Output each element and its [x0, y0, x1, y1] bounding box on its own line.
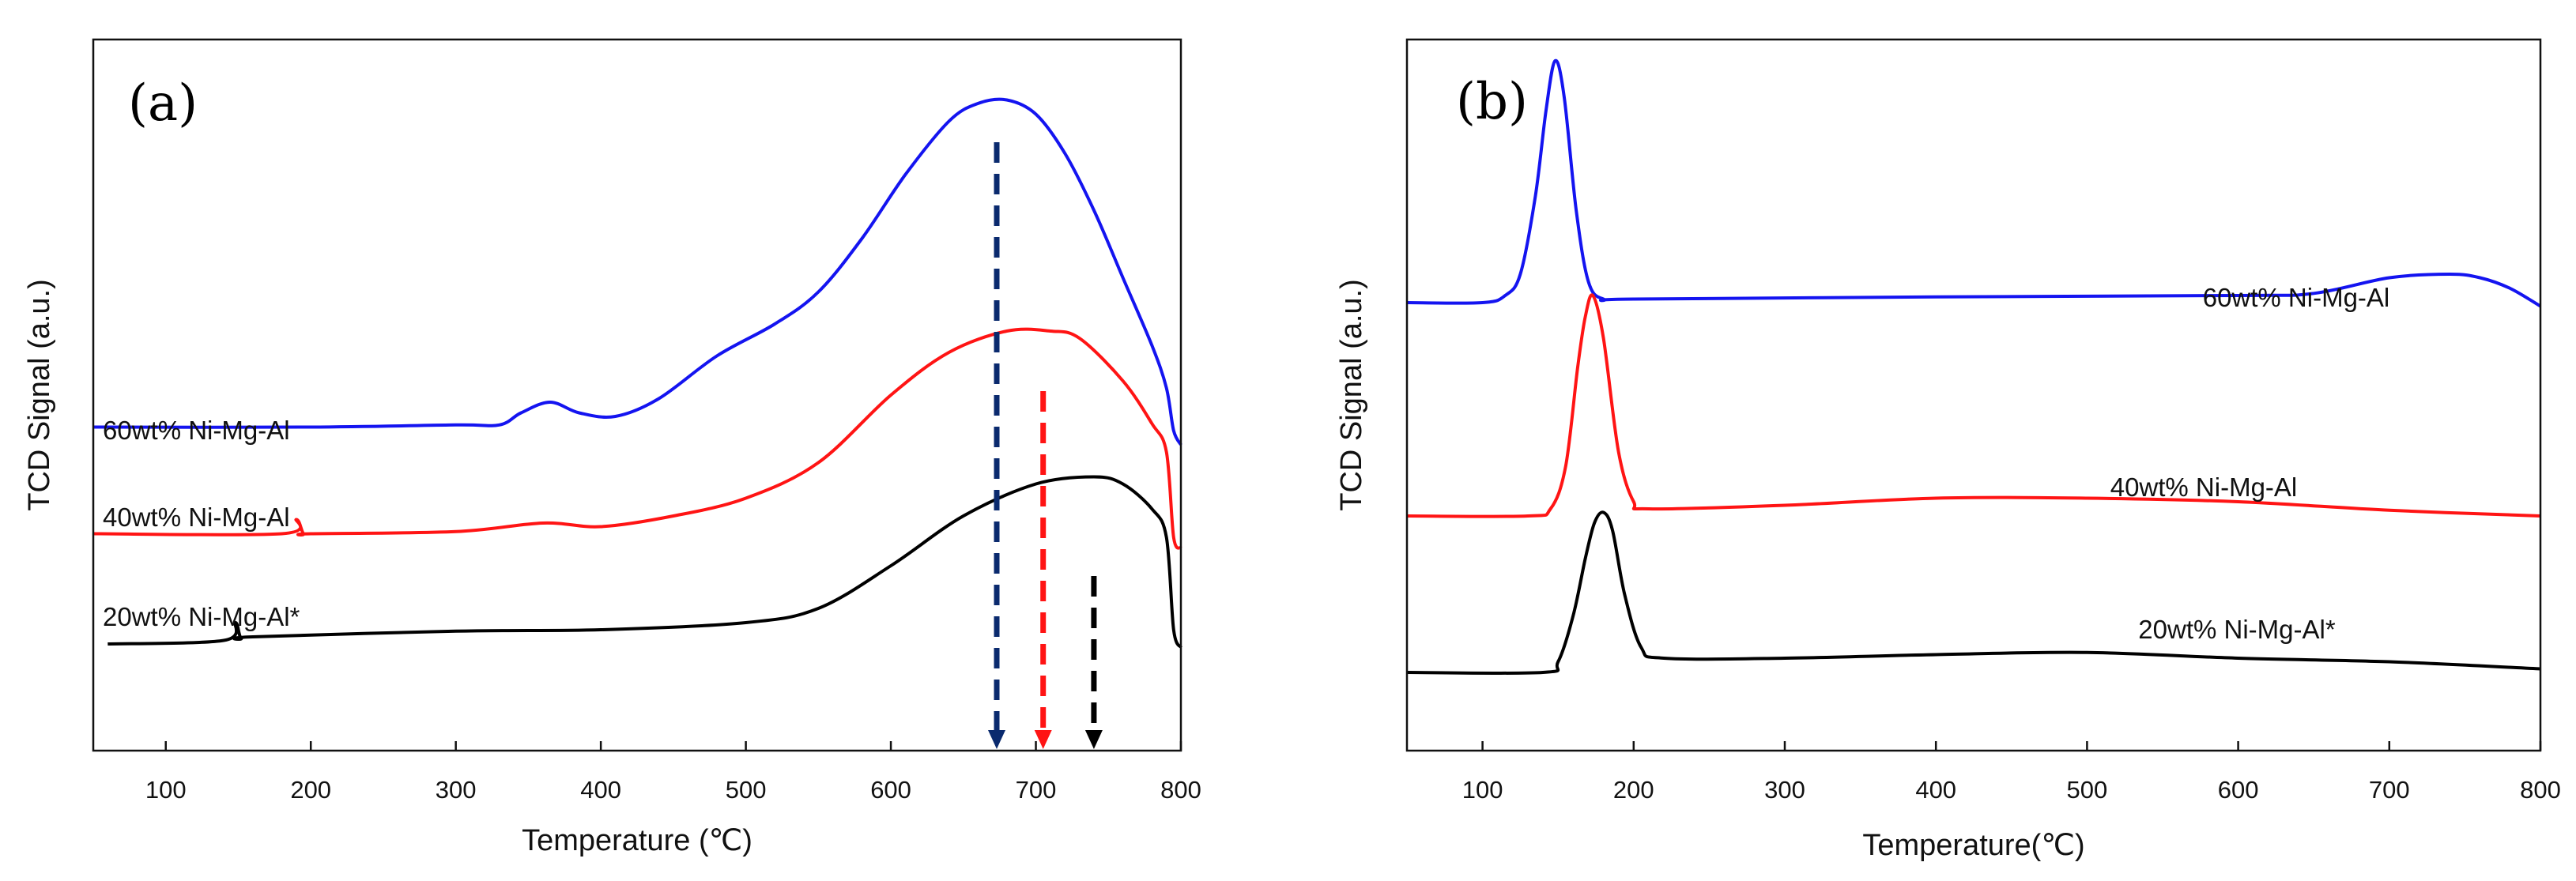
series-line-a-1 [92, 327, 1182, 550]
series-line-b-0 [1406, 58, 2542, 308]
x-tick-label-b-100: 100 [1462, 776, 1503, 804]
x-tick-label-b-700: 700 [2369, 776, 2410, 804]
x-axis-label-a: Temperature (℃) [522, 824, 752, 857]
x-tick-label-b-400: 400 [1915, 776, 1956, 804]
x-tick-label-b-500: 500 [2067, 776, 2108, 804]
dashed-arrow-head-a-0 [987, 730, 1005, 749]
x-tick-label-a-700: 700 [1016, 776, 1057, 804]
dashed-arrow-head-a-2 [1084, 730, 1103, 749]
x-tick-label-a-400: 400 [580, 776, 621, 804]
series-line-a-0 [92, 97, 1182, 446]
x-tick-label-a-100: 100 [145, 776, 187, 804]
series-group-a [92, 97, 1182, 649]
x-tick-label-a-600: 600 [870, 776, 911, 804]
x-tick-label-a-500: 500 [726, 776, 767, 804]
x-tick-label-a-300: 300 [436, 776, 477, 804]
x-tick-label-b-300: 300 [1764, 776, 1805, 804]
series-label-b-40: 40wt% Ni-Mg-Al [2110, 473, 2298, 502]
panel-label-a: (a) [128, 74, 198, 133]
x-axis-label-b: Temperature(℃) [1862, 829, 2084, 862]
y-axis-label-b: TCD Signal (a.u.) [1335, 279, 1368, 511]
series-group-b [1406, 58, 2542, 676]
x-tick-label-a-200: 200 [290, 776, 331, 804]
plot-frame-a [92, 38, 1182, 752]
plot-frame-b [1405, 38, 2542, 752]
series-line-b-1 [1406, 293, 2541, 518]
series-label-a-20: 20wt% Ni-Mg-Al* [103, 602, 300, 631]
panel-label-b: (b) [1456, 73, 1528, 131]
series-line-a-2 [107, 475, 1182, 649]
x-tick-label-b-200: 200 [1613, 776, 1654, 804]
x-tick-label-b-800: 800 [2520, 776, 2561, 804]
series-line-b-2 [1406, 510, 2541, 676]
chart-a: (a) 100 200 300 400 500 600 700 800 Temperature… [23, 38, 1201, 857]
x-tick-label-b-600: 600 [2218, 776, 2259, 804]
series-label-b-20: 20wt% Ni-Mg-Al* [2138, 615, 2336, 644]
y-axis-label-a: TCD Signal (a.u.) [23, 279, 56, 511]
dashed-arrow-head-a-1 [1034, 730, 1052, 749]
series-label-a-40: 40wt% Ni-Mg-Al [103, 503, 290, 532]
annotations-a [987, 142, 1103, 749]
x-tick-label-a-800: 800 [1160, 776, 1201, 804]
series-label-a-60: 60wt% Ni-Mg-Al [103, 416, 290, 445]
x-ticks-b: 100 200 300 400 500 600 700 800 [1462, 741, 2561, 804]
series-label-b-60: 60wt% Ni-Mg-Al [2203, 283, 2390, 312]
chart-b: (b) 100 200 300 400 500 600 700 800 Temperature… [1335, 38, 2561, 862]
x-ticks-a: 100 200 300 400 500 600 700 800 [145, 741, 1201, 804]
